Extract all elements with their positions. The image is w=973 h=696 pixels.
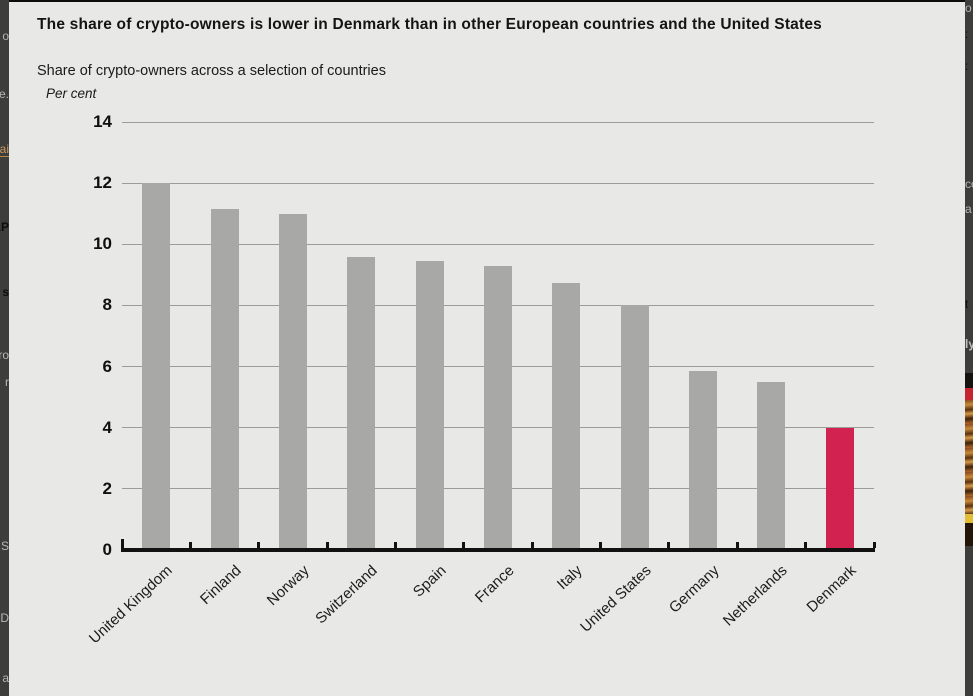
edge-text-fragment-left-1: e. <box>0 87 9 101</box>
x-axis-tick-4 <box>393 542 397 548</box>
x-axis-tick-10 <box>804 542 808 548</box>
y-tick-label-14: 14 <box>93 112 112 131</box>
bar-norway <box>278 213 307 550</box>
bar-france <box>484 265 512 550</box>
y-tick-label-6: 6 <box>102 356 112 376</box>
x-label-denmark: Denmark <box>803 562 860 616</box>
edge-text-fragment-left-0: o <box>2 29 9 43</box>
x-label-germany: Germany <box>665 562 723 617</box>
edge-text-fragment-left-6: r <box>5 375 9 389</box>
edge-text-fragment-left-3: AP <box>0 220 9 234</box>
photo-yellow-band <box>965 514 973 523</box>
gridline-12 <box>122 182 874 184</box>
edge-text-fragment-right-6: ly <box>965 337 973 351</box>
y-axis-unit-label: Per cent <box>46 86 97 101</box>
x-axis-tick-7 <box>599 542 603 548</box>
y-tick-label-12: 12 <box>93 173 112 193</box>
photo-dark-area <box>965 523 973 546</box>
x-axis-baseline <box>121 548 875 552</box>
x-label-spain: Spain <box>409 562 450 601</box>
x-axis-tick-11 <box>872 542 876 548</box>
x-label-france: France <box>471 562 518 607</box>
edge-text-fragment-right-1: : <box>965 27 969 41</box>
edge-text-fragment-left-9: a <box>2 671 9 685</box>
x-label-italy: Italy <box>554 562 586 594</box>
edge-text-fragment-right-4: a <box>965 202 972 216</box>
edge-text-fragment-right-2: : <box>965 59 969 73</box>
x-axis-tick-1 <box>188 542 192 548</box>
y-tick-label-10: 10 <box>93 234 112 254</box>
x-axis-tick-9 <box>735 542 739 548</box>
gridline-14 <box>122 121 874 123</box>
photo-red-band <box>965 388 973 412</box>
edge-text-fragment-left-8: D <box>0 611 9 625</box>
x-label-switzerland: Switzerland <box>312 562 381 628</box>
gridline-10 <box>122 243 874 245</box>
bar-denmark <box>825 427 854 550</box>
photo-texture <box>965 400 973 514</box>
edge-text-fragment-left-4: s <box>2 285 9 299</box>
figure-title: The share of crypto-owners is lower in D… <box>37 16 823 33</box>
bar-netherlands <box>757 381 786 550</box>
y-tick-label-0: 0 <box>102 540 112 559</box>
page-top-border <box>0 0 973 2</box>
cropped-page-edge-right: o::coatly <box>965 0 973 696</box>
y-tick-label-2: 2 <box>102 478 112 498</box>
bar-germany <box>689 371 718 550</box>
bar-spain <box>415 261 444 550</box>
edge-text-fragment-left-5: ro <box>0 348 9 362</box>
x-axis-tick-0 <box>120 539 124 548</box>
x-axis-tick-5 <box>462 542 466 548</box>
bar-finland <box>210 209 239 550</box>
bar-united-states <box>620 305 649 550</box>
photo-thumbnail-fragment <box>965 373 973 546</box>
edge-text-fragment-left-7: S <box>0 539 9 553</box>
x-label-united-states: United States <box>576 562 655 636</box>
edge-text-fragment-right-3: co <box>965 177 973 191</box>
bar-switzerland <box>347 256 376 550</box>
edge-text-fragment-right-0: o <box>965 1 972 15</box>
x-label-united-kingdom: United Kingdom <box>86 562 176 648</box>
y-tick-label-4: 4 <box>102 417 112 437</box>
edge-text-fragment-left-2: ai <box>0 142 9 157</box>
x-label-finland: Finland <box>196 562 245 608</box>
y-tick-label-8: 8 <box>102 295 112 315</box>
x-axis-tick-6 <box>530 542 534 548</box>
x-axis-tick-3 <box>325 542 329 548</box>
x-axis-tick-2 <box>257 542 261 548</box>
edge-text-fragment-right-5: t <box>965 297 969 311</box>
figure-subtitle: Share of crypto-owners across a selectio… <box>37 63 386 79</box>
bar-italy <box>552 282 581 550</box>
x-axis-tick-8 <box>667 542 671 548</box>
cropped-page-edge-left: o e. ai AP s ro r S Da <box>0 0 9 696</box>
x-label-netherlands: Netherlands <box>720 562 792 630</box>
bar-united-kingdom <box>142 183 171 550</box>
x-label-norway: Norway <box>263 562 313 610</box>
